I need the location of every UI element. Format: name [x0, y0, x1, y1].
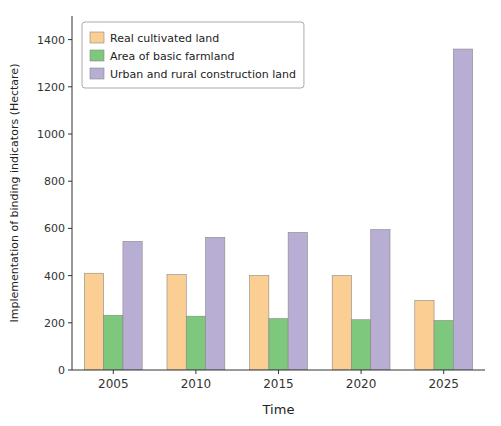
- bar: [351, 320, 370, 370]
- bar: [250, 276, 269, 370]
- y-tick: [68, 181, 72, 182]
- chart: 0 200 400 600 800 1000 1200 1400 2005 2010 2015 202…: [0, 0, 501, 426]
- legend-swatch: [90, 50, 104, 61]
- legend-swatch: [90, 32, 104, 43]
- y-tick-label: 1400: [37, 34, 65, 47]
- legend-label: Real cultivated land: [110, 32, 219, 45]
- x-axis-label: Time: [262, 402, 295, 417]
- legend-swatch: [90, 68, 104, 79]
- legend-label: Urban and rural construction land: [110, 68, 296, 81]
- bar: [415, 300, 434, 370]
- legend-frame: [82, 22, 304, 88]
- y-tick-label: 400: [44, 270, 65, 283]
- y-axis-label: Implementation of binding indicators (He…: [8, 64, 21, 323]
- y-tick-label: 600: [44, 222, 65, 235]
- bar: [167, 274, 186, 370]
- y-tick-label: 800: [44, 175, 65, 188]
- legend: Real cultivated land Area of basic farmla…: [82, 22, 304, 88]
- bar: [84, 273, 103, 370]
- bar: [434, 320, 453, 370]
- legend-label: Area of basic farmland: [110, 50, 234, 63]
- x-tick: [113, 370, 114, 374]
- bar: [104, 315, 123, 370]
- bar: [371, 230, 390, 370]
- y-tick-label: 200: [44, 317, 65, 330]
- x-tick: [361, 370, 362, 374]
- x-tick: [195, 370, 196, 374]
- x-tick-label: 2020: [346, 377, 377, 391]
- bar: [288, 232, 307, 370]
- y-tick: [68, 39, 72, 40]
- bar: [186, 316, 205, 370]
- y-tick: [68, 275, 72, 276]
- y-tick-label: 1000: [37, 128, 65, 141]
- bars: [84, 49, 472, 370]
- y-axis-line: [72, 16, 73, 370]
- y-tick-label: 0: [58, 364, 65, 377]
- x-tick-label: 2025: [428, 377, 459, 391]
- bar: [269, 319, 288, 370]
- x-tick: [278, 370, 279, 374]
- y-tick: [68, 86, 72, 87]
- y-tick: [68, 370, 72, 371]
- bar: [453, 49, 472, 370]
- bar: [123, 241, 142, 370]
- bar: [332, 276, 351, 370]
- y-tick: [68, 134, 72, 135]
- y-tick: [68, 228, 72, 229]
- y-tick-label: 1200: [37, 81, 65, 94]
- x-tick-label: 2015: [263, 377, 294, 391]
- x-tick-label: 2005: [98, 377, 129, 391]
- bar: [206, 237, 225, 370]
- x-tick-label: 2010: [181, 377, 212, 391]
- x-tick: [443, 370, 444, 374]
- y-tick: [68, 322, 72, 323]
